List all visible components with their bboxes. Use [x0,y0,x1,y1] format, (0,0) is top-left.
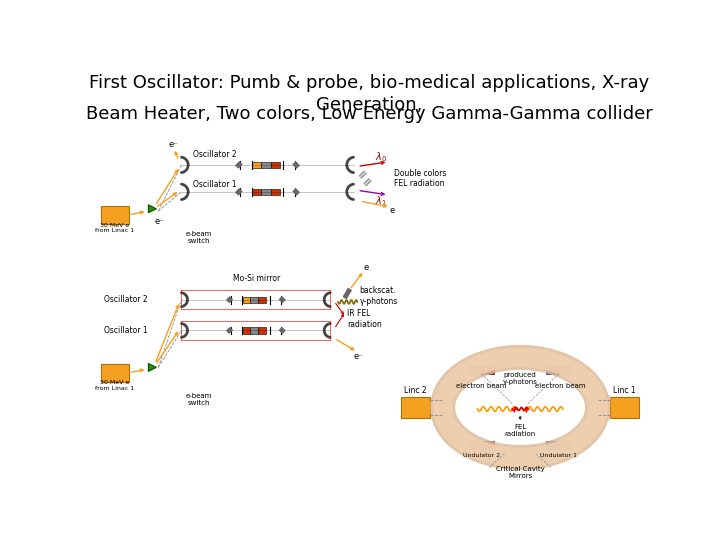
Text: Double colors
FEL radiation: Double colors FEL radiation [394,168,446,188]
Text: electron beam: electron beam [535,383,585,389]
Bar [546,441,553,449]
Bar [258,327,266,334]
Bar [469,441,475,449]
Text: e⁻: e⁻ [354,352,363,361]
Text: FEL
radiation: FEL radiation [505,424,536,437]
Bar [475,366,482,374]
Bar [559,366,565,374]
Text: e-beam
switch: e-beam switch [185,231,212,244]
Text: Oscillator 1: Oscillator 1 [193,180,237,188]
Text: 30 MeV e: 30 MeV e [100,381,130,386]
Text: Critical Cavity
Mirrors: Critical Cavity Mirrors [496,467,544,480]
Bar [546,366,553,374]
Bar [258,296,266,303]
Bar [482,441,487,449]
FancyBboxPatch shape [101,206,129,224]
Text: Linc 2: Linc 2 [404,386,427,395]
Bar [261,162,271,168]
Text: Beam Heater, Two colors, Low Energy Gamma-Gamma collider: Beam Heater, Two colors, Low Energy Gamm… [86,105,652,123]
Bar [251,296,258,303]
Text: e: e [390,206,395,215]
Text: from Linac 1: from Linac 1 [95,386,135,391]
Bar [251,327,258,334]
Bar [482,366,487,374]
Text: IR FEL
radiation: IR FEL radiation [347,309,382,329]
Text: Undulator 2: Undulator 2 [463,453,500,458]
Text: Oscillator 2: Oscillator 2 [104,295,148,304]
Text: Mo-Si mirror: Mo-Si mirror [233,274,280,282]
Bar [553,441,559,449]
Text: Oscillator 2: Oscillator 2 [193,150,237,159]
Bar [243,327,251,334]
Bar [565,441,571,449]
FancyBboxPatch shape [101,363,129,382]
Polygon shape [148,205,156,213]
Polygon shape [148,363,156,372]
Bar [261,189,271,195]
Text: backscat.
γ-photons: backscat. γ-photons [360,286,398,306]
Text: e⁻: e⁻ [155,217,165,226]
FancyBboxPatch shape [401,397,431,418]
Text: produced
γ-photons: produced γ-photons [503,372,538,384]
Bar [271,189,280,195]
Bar [252,162,261,168]
Bar [252,189,261,195]
Text: from Linac 1: from Linac 1 [95,228,135,233]
FancyBboxPatch shape [610,397,639,418]
Text: $\lambda_1$: $\lambda_1$ [375,194,387,208]
Bar [559,441,565,449]
Text: e: e [364,263,369,272]
Text: $\lambda_0$: $\lambda_0$ [375,150,387,164]
Bar [553,366,559,374]
Text: 30 MeV e: 30 MeV e [100,222,130,228]
Text: e-beam
switch: e-beam switch [185,393,212,406]
Bar [475,441,482,449]
Text: e⁻: e⁻ [169,140,179,150]
Text: First Oscillator: Pumb & probe, bio-medical applications, X-ray
Generation,: First Oscillator: Pumb & probe, bio-medi… [89,74,649,114]
Text: Linc 1: Linc 1 [613,386,636,395]
Bar [271,162,280,168]
Bar [487,366,494,374]
Bar [565,366,571,374]
Bar [469,366,475,374]
Text: Oscillator 1: Oscillator 1 [104,326,148,335]
Bar [243,296,251,303]
Text: electron beam: electron beam [456,383,507,389]
Bar [487,441,494,449]
Text: Undulator 1: Undulator 1 [541,453,577,458]
